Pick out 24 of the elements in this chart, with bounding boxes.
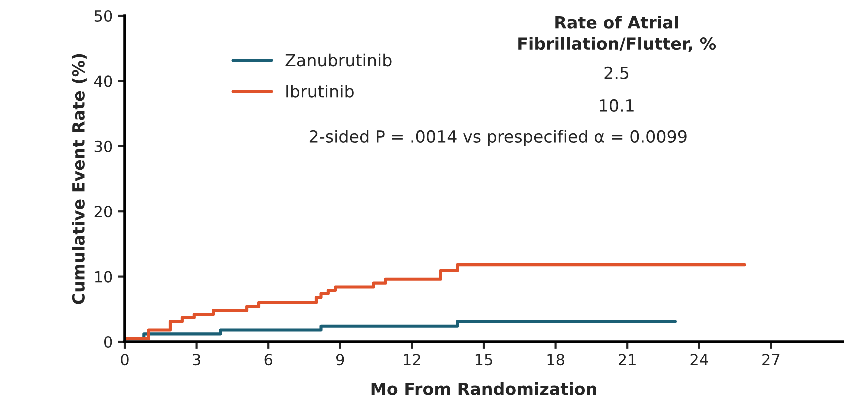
x-tick-label: 21 [619,354,636,366]
x-tick-label: 24 [690,354,708,366]
y-axis-title: Cumulative Event Rate (%) [72,54,87,304]
x-axis-title: Mo From Randomization [372,382,596,396]
y-tick-label: 0 [104,336,112,348]
legend-label: Zanubrutinib [286,54,392,67]
annotation: 2.5 [604,66,629,80]
legend-label: Ibrutinib [286,84,354,98]
annotation: Rate of Atrial Fibrillation/Flutter, % [518,16,716,52]
x-tick-label: 0 [121,354,129,366]
x-tick-label: 18 [548,354,564,366]
y-tick-label: 20 [94,206,112,218]
y-tick-label: 30 [94,140,112,152]
x-tick-label: 15 [476,354,492,366]
annotation: 2-sided P = .0014 vs prespecified α = 0.0099 [310,130,687,146]
x-tick-label: 6 [264,354,272,366]
annotation: 10.1 [600,99,634,112]
x-tick-label: 3 [193,354,200,366]
y-tick-label: 50 [94,10,112,22]
x-tick-label: 9 [336,354,344,366]
x-tick-label: 12 [404,354,420,366]
y-tick-label: 40 [94,76,112,88]
x-tick-label: 27 [762,354,780,366]
y-tick-label: 10 [95,271,112,283]
